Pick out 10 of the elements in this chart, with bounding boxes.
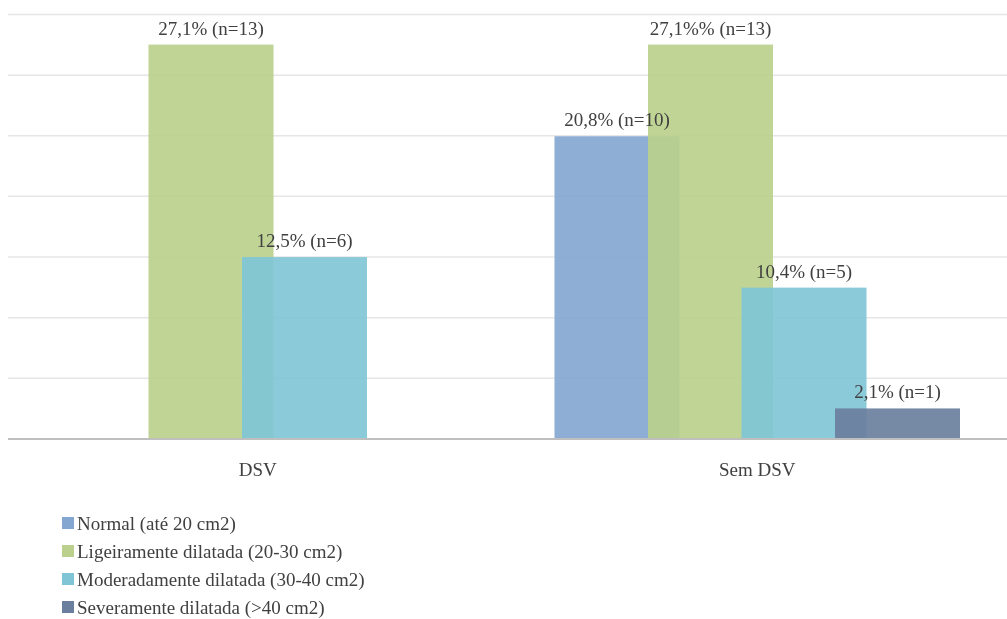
x-tick-label: DSV — [238, 459, 278, 480]
bar — [835, 408, 960, 439]
bar — [242, 257, 367, 439]
legend-label: Ligeiramente dilatada (20-30 cm2) — [77, 541, 343, 563]
data-label: 27,1% (n=13) — [158, 17, 264, 40]
data-label: 27,1%% (n=13) — [649, 17, 772, 40]
legend-label: Moderadamente dilatada (30-40 cm2) — [77, 569, 365, 591]
legend-label: Severamente dilatada (>40 cm2) — [77, 597, 325, 619]
x-tick-label: Sem DSV — [718, 459, 796, 480]
legend-label: Normal (até 20 cm2) — [77, 513, 236, 535]
